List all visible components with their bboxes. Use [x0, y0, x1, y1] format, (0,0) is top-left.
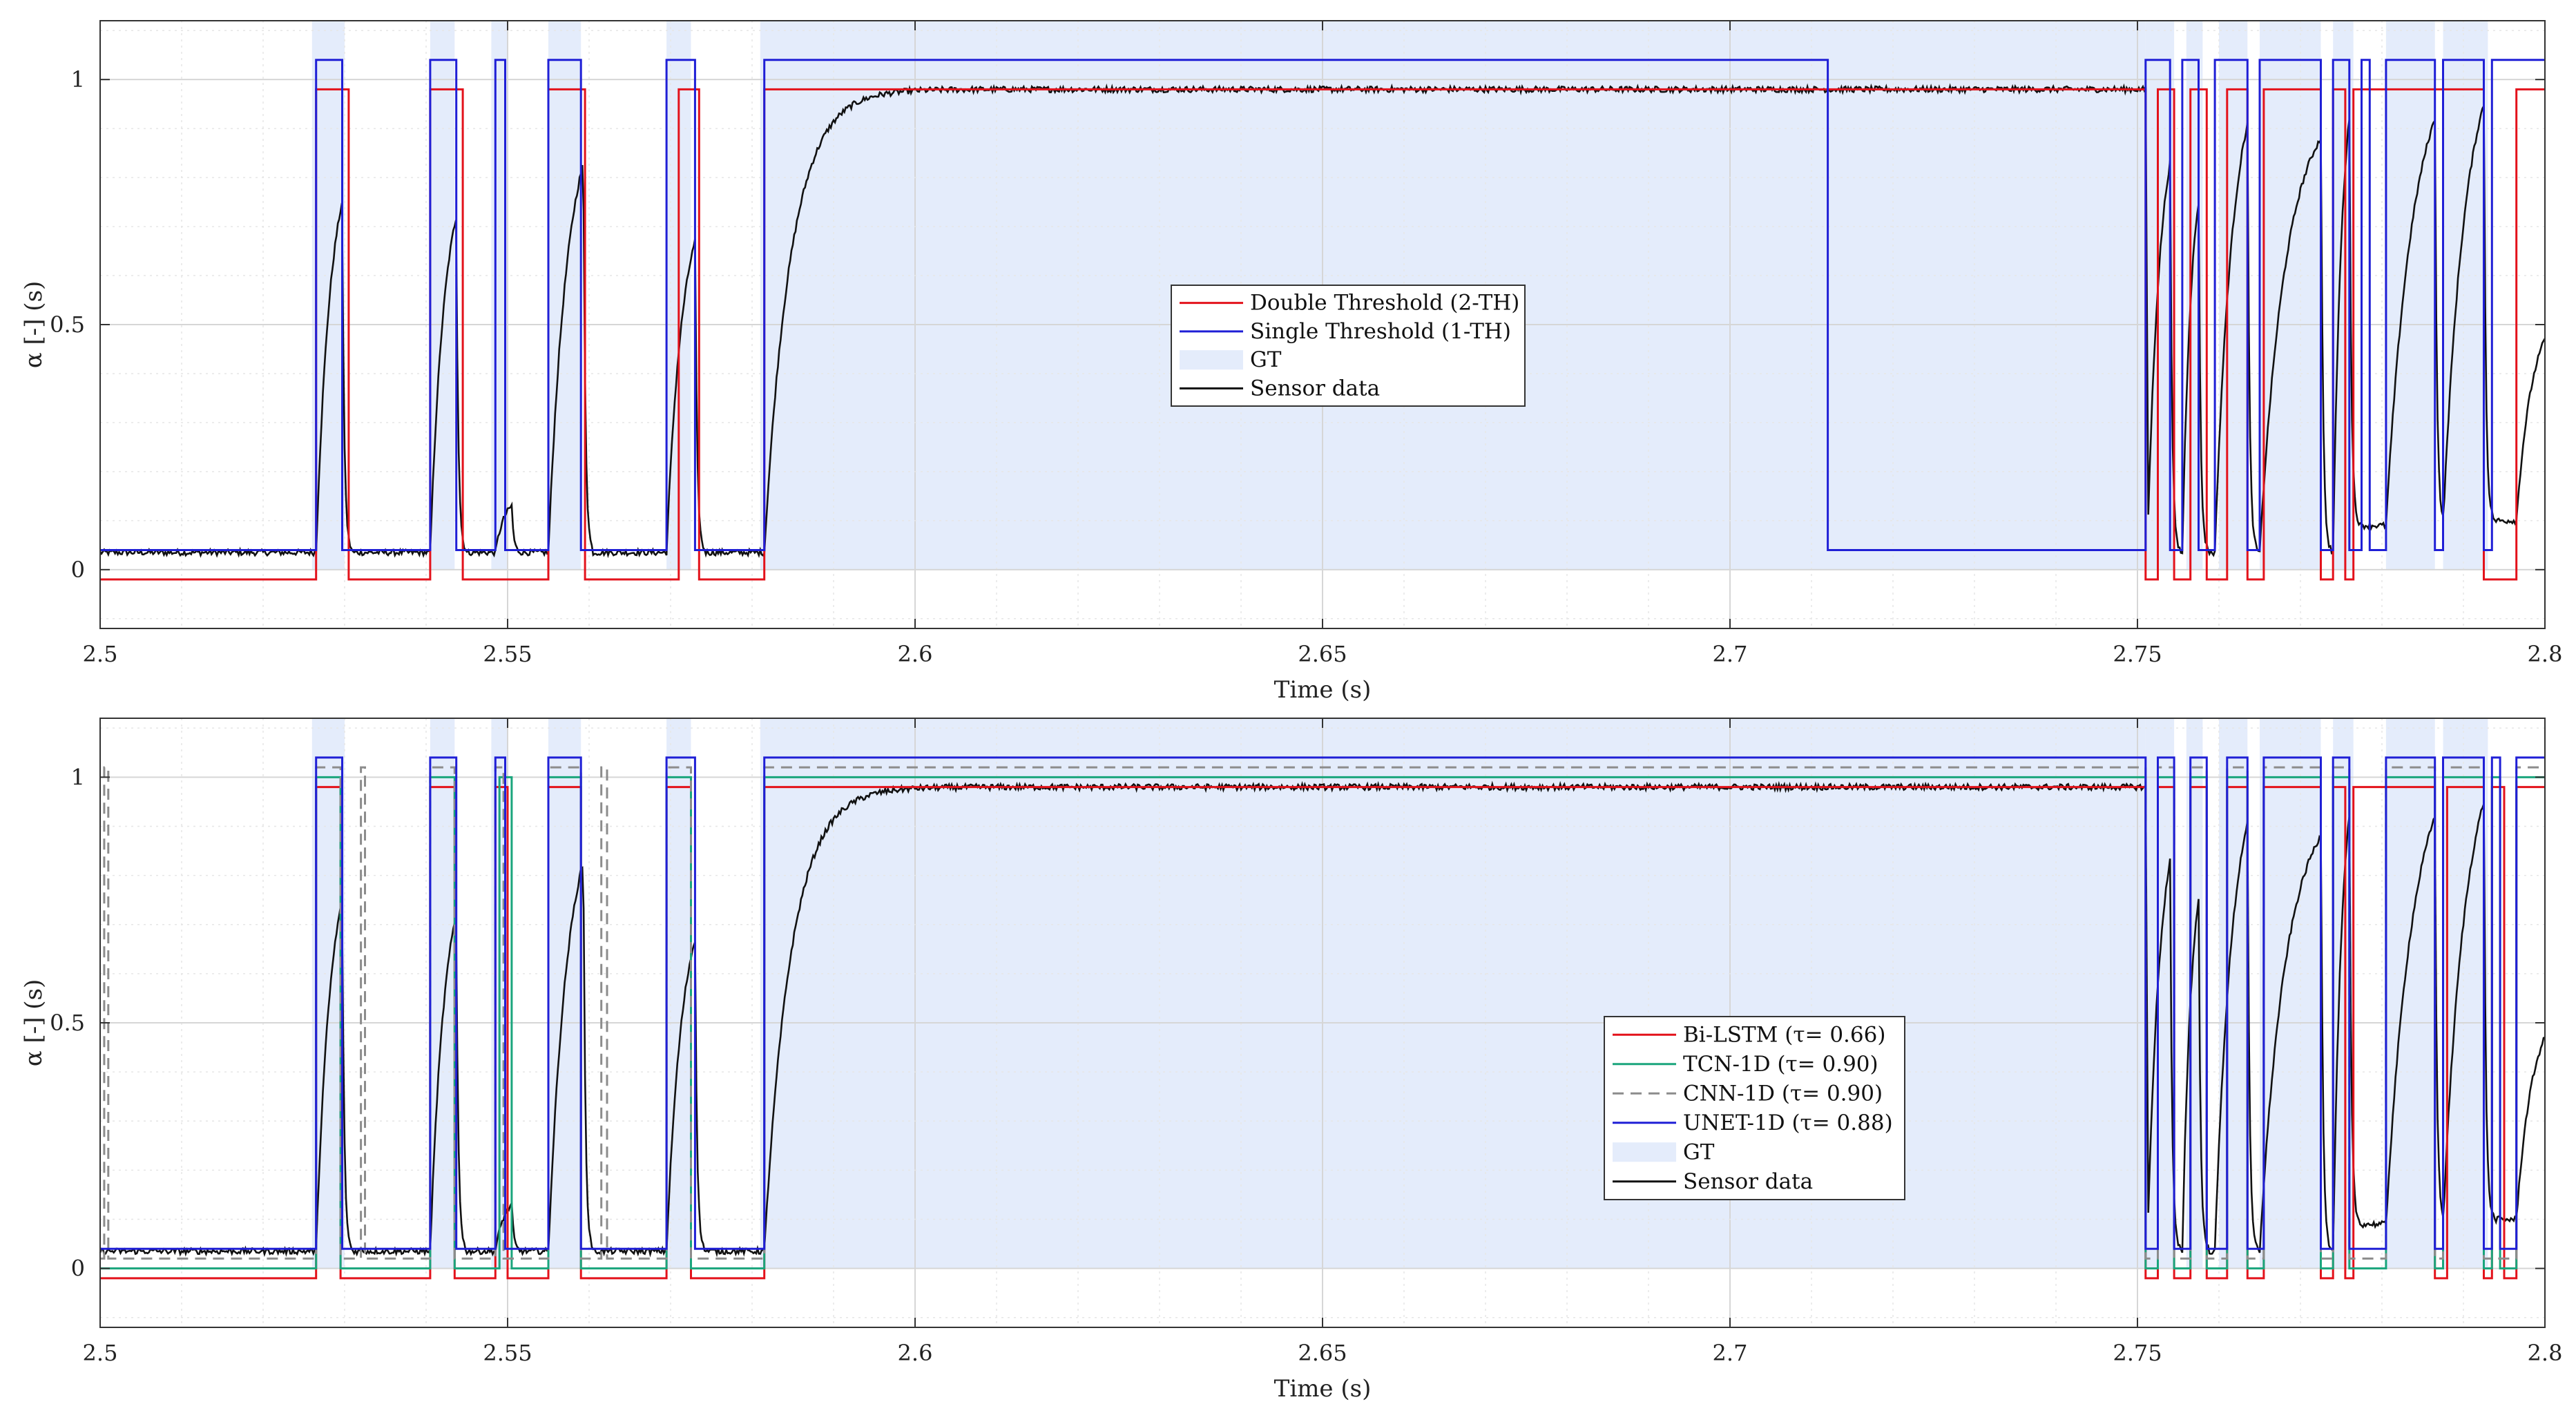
bottom-chart-panel: 2.5 2.55 2.6 2.65 2.7 2.75 2.8 0 0.5 1 Time (s) α…	[20, 718, 2562, 1403]
legend-entry-label: Sensor data	[1683, 1169, 1813, 1194]
legend-swatch	[1613, 1142, 1676, 1162]
gt-region	[430, 718, 455, 1269]
step-series-line	[100, 88, 2545, 581]
gt-region	[311, 21, 345, 570]
x-tick-label: 2.6	[898, 1340, 933, 1366]
tick-labels: 2.5 2.55 2.6 2.65 2.7 2.75 2.8 0 0.5 1	[50, 66, 2562, 667]
legend-entry-label: Double Threshold (2-TH)	[1250, 291, 1519, 316]
legend-entry-label: GT	[1250, 347, 1282, 372]
gt-areas	[311, 718, 2488, 1269]
x-tick-label: 2.8	[2528, 641, 2563, 667]
tick-labels: 2.5 2.55 2.6 2.65 2.7 2.75 2.8 0 0.5 1	[50, 764, 2562, 1366]
legend-entry-label: Single Threshold (1-TH)	[1250, 319, 1511, 344]
step-series-line	[100, 59, 2545, 551]
top-y-axis-label: α [-] (s)	[20, 281, 48, 369]
gt-region	[2219, 21, 2248, 570]
gt-region	[2145, 718, 2175, 1269]
x-tick-label: 2.7	[1713, 641, 1748, 667]
gridlines	[99, 718, 2546, 1327]
series-lines	[99, 59, 2546, 581]
tick-marks	[99, 718, 2546, 1327]
legend-entry-label: CNN-1D (τ= 0.90)	[1683, 1081, 1883, 1106]
x-tick-label: 2.6	[898, 641, 933, 667]
top-chart-panel: 2.5 2.55 2.6 2.65 2.7 2.75 2.8 0 0.5 1 Time (s) α…	[20, 20, 2562, 704]
gt-region	[2385, 21, 2435, 570]
gt-region	[2219, 718, 2248, 1269]
series-lines	[99, 756, 2546, 1280]
bottom-y-axis-label: α [-] (s)	[20, 979, 48, 1067]
gt-region	[2260, 21, 2321, 570]
x-tick-label: 2.65	[1298, 641, 1347, 667]
tick-marks	[99, 21, 2546, 628]
gt-region	[430, 21, 455, 570]
y-tick-label: 0	[71, 557, 85, 583]
y-tick-label: 1	[71, 66, 85, 93]
y-tick-label: 0	[71, 1256, 85, 1282]
gt-region	[760, 718, 2146, 1269]
x-tick-label: 2.65	[1298, 1340, 1347, 1366]
top-legend: Double Threshold (2-TH) Single Threshold …	[1171, 285, 1526, 407]
x-tick-label: 2.75	[2113, 641, 2162, 667]
legend-entry-label: GT	[1683, 1140, 1715, 1164]
bottom-x-axis-label: Time (s)	[1274, 1375, 1372, 1403]
gt-region	[311, 718, 345, 1269]
gt-region	[2385, 718, 2435, 1269]
legend-entry-label: Sensor data	[1250, 376, 1380, 401]
legend-entry-label: UNET-1D (τ= 0.88)	[1683, 1111, 1893, 1135]
step-series-line	[100, 756, 2545, 1250]
x-tick-label: 2.8	[2528, 1340, 2563, 1366]
legend-entry-label: Bi-LSTM (τ= 0.66)	[1683, 1022, 1885, 1047]
gt-region	[2260, 718, 2321, 1269]
y-tick-label: 0.5	[50, 311, 85, 338]
x-tick-label: 2.5	[83, 1340, 118, 1366]
x-tick-label: 2.7	[1713, 1340, 1748, 1366]
x-tick-label: 2.55	[483, 1340, 532, 1366]
y-tick-label: 0.5	[50, 1010, 85, 1036]
x-tick-label: 2.75	[2113, 1340, 2162, 1366]
x-tick-label: 2.5	[83, 641, 118, 667]
legend-box	[1171, 285, 1526, 407]
y-tick-label: 1	[71, 764, 85, 790]
x-tick-label: 2.55	[483, 641, 532, 667]
gt-region	[2443, 718, 2488, 1269]
gt-region	[2443, 21, 2488, 570]
bottom-legend: Bi-LSTM (τ= 0.66) TCN-1D (τ= 0.90) CNN-1D …	[1604, 1016, 1905, 1200]
top-x-axis-label: Time (s)	[1274, 676, 1372, 704]
legend-swatch	[1180, 350, 1243, 370]
sensor-data-line	[99, 83, 2546, 559]
legend-entry-label: TCN-1D (τ= 0.90)	[1683, 1052, 1878, 1077]
legend-box	[1604, 1016, 1905, 1200]
